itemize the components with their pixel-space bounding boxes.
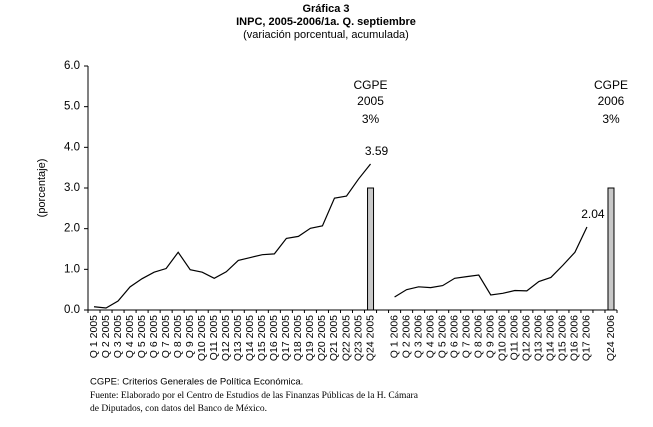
x-tick-label: Q 2 2005 — [100, 315, 112, 358]
data-label: 3.59 — [365, 144, 389, 158]
x-tick-label: Q11 2006 — [509, 315, 521, 361]
data-label: 3% — [602, 112, 620, 126]
footnote: de Diputados, con datos del Banco de Méx… — [90, 404, 267, 414]
x-tick-label: Q 8 2005 — [172, 315, 184, 358]
data-label: 3% — [362, 112, 380, 126]
y-tick-label: 4.0 — [64, 141, 80, 153]
x-tick-label: Q 5 2005 — [136, 315, 148, 358]
x-tick-label: Q18 2005 — [292, 315, 304, 361]
x-tick-label: Q17 2006 — [581, 315, 593, 361]
line — [93, 163, 588, 309]
x-tick-label: Q 9 2005 — [184, 315, 196, 358]
x-tick-label: Q 2 2006 — [400, 315, 412, 358]
bar — [367, 187, 375, 311]
x-tick-label: Q10 2006 — [497, 315, 509, 361]
y-tick-label: 6.0 — [64, 60, 80, 72]
chart-subtitle: (variación porcentual, acumulada) — [243, 29, 409, 41]
x-tick-label: Q10 2005 — [196, 315, 208, 361]
x-tick-label: Q 6 2005 — [148, 315, 160, 358]
annotation: CGPE — [354, 78, 388, 92]
y-tick-label: 0.0 — [64, 304, 80, 316]
data-label: 2.04 — [581, 207, 605, 221]
x-tick-label: Q 1 2005 — [88, 315, 100, 358]
x-tick-label: Q19 2005 — [304, 315, 316, 361]
y-tick-label: 3.0 — [64, 182, 80, 194]
annotation: 2006 — [598, 94, 625, 108]
x-tick-label: Q 3 2006 — [412, 315, 424, 358]
x-tick-label: Q 8 2006 — [473, 315, 485, 358]
x-tick-label: Q15 2006 — [557, 315, 569, 361]
y-axis-label: (porcentaje) — [36, 159, 48, 218]
x-tick-label: Q 7 2005 — [160, 315, 172, 358]
x-tick-label: Q15 2005 — [256, 315, 268, 361]
chart-title: Gráfica 3 — [302, 3, 349, 15]
chart-subtitle: INPC, 2005-2006/1a. Q. septiembre — [236, 16, 416, 28]
y-tick-label: 5.0 — [64, 101, 80, 113]
footnote: Fuente: Elaborado por el Centro de Estud… — [90, 391, 419, 401]
x-tick-label: Q 9 2006 — [485, 315, 497, 358]
annotation: 2005 — [357, 94, 384, 108]
x-tick-label: Q24 2006 — [605, 315, 617, 361]
x-tick-label: Q17 2005 — [280, 315, 292, 361]
x-tick-label: Q22 2005 — [340, 315, 352, 361]
x-tick-label: Q14 2006 — [545, 315, 557, 361]
x-tick-label: Q 4 2006 — [424, 315, 436, 358]
x-tick-label: Q16 2005 — [268, 315, 280, 361]
annotation: CGPE — [594, 78, 628, 92]
x-tick-label: Q11 2005 — [208, 315, 220, 361]
y-tick-label: 1.0 — [64, 263, 80, 275]
bar — [607, 187, 615, 311]
x-tick-label: Q24 2005 — [364, 315, 376, 361]
x-tick-label: Q12 2005 — [220, 315, 232, 361]
x-tick-label: Q 6 2006 — [448, 315, 460, 358]
x-tick-label: Q23 2005 — [352, 315, 364, 361]
x-tick-label: Q 3 2005 — [112, 315, 124, 358]
x-tick-label: Q12 2006 — [521, 315, 533, 361]
x-tick-label: Q13 2006 — [533, 315, 545, 361]
y-tick-label: 2.0 — [64, 223, 80, 235]
x-tick-label: Q 1 2006 — [388, 315, 400, 358]
x-tick-label: Q 5 2006 — [436, 315, 448, 358]
x-tick-label: Q20 2005 — [316, 315, 328, 361]
x-tick-label: Q13 2005 — [232, 315, 244, 361]
x-tick-label: Q21 2005 — [328, 315, 340, 361]
x-tick-label: Q16 2006 — [569, 315, 581, 361]
x-tick-label: Q14 2005 — [244, 315, 256, 361]
x-tick-label: Q 7 2006 — [460, 315, 472, 358]
x-tick-label: Q 4 2005 — [124, 315, 136, 358]
footnote: CGPE: Criterios Generales de Política Ec… — [90, 377, 303, 388]
